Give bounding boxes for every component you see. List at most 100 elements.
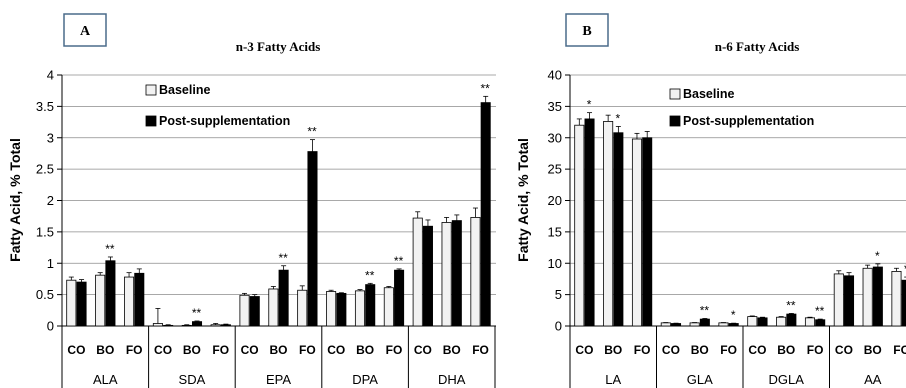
bar-post [76,281,87,327]
chart-panel-A: An-3 Fatty Acids 0 0.5 1 1.5 2 2.5 3 3.5 4 Fatty A… [7,13,496,388]
y-tick-label: 25 [548,162,562,177]
group-label: EPA [266,372,291,387]
significance-marker: ** [365,268,375,282]
bar-post [365,284,376,327]
subgroup-label: CO [154,343,172,357]
legend-swatch-post [145,115,157,127]
bar-baseline [862,267,873,327]
panel-label: B [582,24,591,39]
bar-baseline [412,217,423,327]
bar-post [872,266,883,327]
significance-marker: * [875,249,880,263]
subgroup-label: CO [575,343,593,357]
subgroup-label: BO [443,343,461,357]
y-tick-label: 2.5 [36,162,54,177]
bar-post [480,102,491,327]
y-axis-label: Fatty Acid, % Total [515,138,531,262]
group-label: DPA [352,372,378,387]
bar-baseline [297,289,308,327]
subgroup-label: FO [472,343,489,357]
significance-marker: ** [307,125,317,139]
subgroup-label: CO [748,343,766,357]
bar-post [671,323,682,327]
significance-marker: ** [815,304,825,318]
significance-marker: ** [192,306,202,320]
y-tick-label: 1 [47,256,54,271]
subgroup-label: CO [835,343,853,357]
subgroup-label: BO [604,343,622,357]
bar-post [728,323,739,327]
legend-swatch-post [669,115,681,127]
subgroup-label: FO [299,343,316,357]
bar-post [757,317,768,327]
bar-baseline [152,323,163,327]
y-tick-label: 3 [47,130,54,145]
bar-baseline [124,276,135,327]
group-label: LA [605,372,621,387]
legend-swatch-baseline [145,84,157,96]
bar-post [844,275,855,327]
group-label: ALA [93,372,118,387]
bar-baseline [354,290,366,327]
panel-label: A [80,24,91,39]
subgroup-label: FO [386,343,403,357]
y-tick-label: 0 [555,319,562,334]
bar-baseline [239,294,250,327]
y-tick-label: 5 [555,287,562,302]
bar-post [249,296,260,327]
bar-baseline [833,273,844,327]
bar-baseline [689,322,700,327]
significance-marker: * [587,98,592,112]
subgroup-label: BO [777,343,795,357]
bar-post [422,225,433,327]
bar-post [105,260,116,327]
significance-marker: ** [786,298,796,312]
y-tick-label: 10 [548,256,562,271]
legend-label-baseline: Baseline [159,83,210,97]
significance-marker: ** [278,251,288,265]
bar-baseline [441,222,452,327]
group-label: SDA [179,372,206,387]
subgroup-label: FO [212,343,229,357]
bar-baseline [660,322,671,327]
bar-baseline [383,287,394,327]
bar-baseline [181,324,192,327]
bar-baseline [603,121,614,327]
y-tick-label: 0 [47,319,54,334]
bar-baseline [574,124,585,327]
bar-post [134,272,145,327]
group-label: GLA [687,372,713,387]
subgroup-label: CO [241,343,259,357]
significance-marker: * [616,111,621,125]
bar-post [163,324,174,327]
bar-post [786,313,797,327]
significance-marker: ** [700,303,710,317]
subgroup-label: FO [807,343,824,357]
bar-post [451,220,462,327]
bar-baseline [210,324,221,327]
group-label: AA [864,372,882,387]
y-tick-label: 30 [548,130,562,145]
bar-baseline [718,322,729,327]
subgroup-label: CO [327,343,345,357]
bar-baseline [804,317,815,327]
bar-post [699,318,710,327]
significance-marker: ** [394,254,404,268]
legend-label-baseline: Baseline [683,87,734,101]
subgroup-label: CO [67,343,85,357]
subgroup-label: BO [96,343,114,357]
subgroup-label: CO [414,343,432,357]
legend-label-post: Post-supplementation [683,114,814,128]
panel-label-box [63,13,107,47]
subgroup-label: FO [893,343,906,357]
y-tick-label: 4 [47,68,54,83]
subgroup-label: FO [634,343,651,357]
bar-post [613,132,624,327]
significance-marker: * [904,262,906,276]
bar-post [901,279,906,327]
significance-marker: ** [105,242,115,256]
y-tick-label: 0.5 [36,287,54,302]
chart-title: n-6 Fatty Acids [715,39,800,54]
bar-post [220,324,231,327]
